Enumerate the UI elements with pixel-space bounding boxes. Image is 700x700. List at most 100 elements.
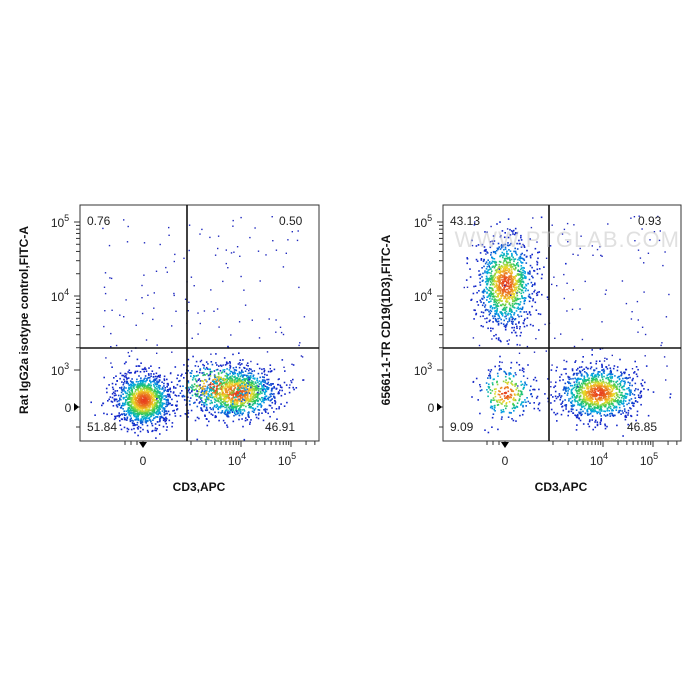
event-dot <box>246 382 249 384</box>
event-dot <box>498 399 500 401</box>
event-dot <box>211 389 213 391</box>
event-dot <box>262 379 264 381</box>
event-dot <box>521 369 524 372</box>
event-dot <box>212 379 214 381</box>
event-dot <box>523 300 525 303</box>
event-dot <box>258 367 261 370</box>
event-dot <box>525 262 528 264</box>
event-dot <box>255 386 257 388</box>
event-dot <box>585 397 588 400</box>
event-dot <box>190 276 193 278</box>
event-dot <box>137 428 139 430</box>
event-dot <box>241 385 243 387</box>
event-dot <box>127 403 130 406</box>
event-dot <box>136 402 138 405</box>
event-dot <box>159 243 161 246</box>
event-dot <box>522 274 524 276</box>
event-dot <box>507 313 509 316</box>
event-dot <box>490 405 493 408</box>
event-dot <box>222 395 224 397</box>
event-dot <box>279 326 282 328</box>
event-dot <box>189 397 192 399</box>
event-dot <box>106 391 108 394</box>
event-dot <box>489 309 492 312</box>
event-dot <box>249 387 251 389</box>
event-dot <box>153 402 156 405</box>
event-dot <box>221 392 224 395</box>
event-dot <box>497 242 500 245</box>
event-dot <box>479 273 482 276</box>
event-dot <box>499 399 502 401</box>
event-dot <box>566 387 568 390</box>
event-dot <box>506 276 508 279</box>
event-dot <box>208 384 211 386</box>
event-dot <box>204 415 206 417</box>
event-dot <box>526 313 529 315</box>
event-dot <box>133 387 135 390</box>
event-dot <box>529 255 532 257</box>
event-dot <box>515 382 517 385</box>
event-dot <box>150 392 152 394</box>
event-dot <box>143 380 145 383</box>
event-dot <box>604 410 606 413</box>
event-dot <box>235 400 237 402</box>
event-dot <box>507 236 510 239</box>
event-dot <box>153 375 155 378</box>
event-dot <box>506 397 508 399</box>
event-dot <box>266 408 268 411</box>
event-dot <box>252 389 254 391</box>
event-dot <box>597 380 600 383</box>
event-dot <box>573 386 576 389</box>
event-dot <box>492 317 495 320</box>
event-dot <box>492 280 494 282</box>
event-dot <box>199 360 202 363</box>
event-dot <box>487 277 490 280</box>
event-dot <box>144 418 147 420</box>
event-dot <box>531 305 533 308</box>
event-dot <box>210 382 212 384</box>
event-dot <box>513 275 516 278</box>
event-dot <box>485 268 488 270</box>
event-dot <box>218 388 221 390</box>
event-dot <box>491 277 493 280</box>
event-dot <box>530 281 533 284</box>
event-dot <box>178 394 180 397</box>
event-dot <box>529 297 532 299</box>
event-dot <box>133 395 136 397</box>
event-dot <box>506 263 509 265</box>
event-dot <box>503 273 505 275</box>
event-dot <box>146 409 148 411</box>
event-dot <box>116 415 118 417</box>
event-dot <box>296 239 299 242</box>
event-dot <box>504 375 507 378</box>
event-dot <box>244 385 246 388</box>
event-dot <box>229 376 232 379</box>
event-dot <box>246 378 249 381</box>
event-dot <box>134 407 137 410</box>
event-dot <box>494 307 496 310</box>
event-dot <box>158 394 160 397</box>
event-dot <box>502 303 505 306</box>
event-dot <box>605 387 607 390</box>
event-dot <box>229 411 231 414</box>
event-dot <box>111 366 113 368</box>
event-dot <box>506 395 508 398</box>
event-dot <box>139 421 142 423</box>
event-dot <box>213 405 216 408</box>
event-dot <box>539 313 542 316</box>
event-dot <box>140 418 142 420</box>
event-dot <box>116 400 119 403</box>
event-dot <box>498 269 501 271</box>
event-dot <box>487 391 489 393</box>
event-dot <box>501 398 503 401</box>
event-dot <box>220 412 222 414</box>
event-dot <box>498 394 501 396</box>
event-dot <box>607 391 609 393</box>
event-dot <box>205 400 207 402</box>
event-dot <box>518 315 520 318</box>
event-dot <box>165 403 167 405</box>
event-dot <box>503 410 505 413</box>
event-dot <box>547 397 549 400</box>
event-dot <box>204 374 206 376</box>
event-dot <box>241 399 244 402</box>
